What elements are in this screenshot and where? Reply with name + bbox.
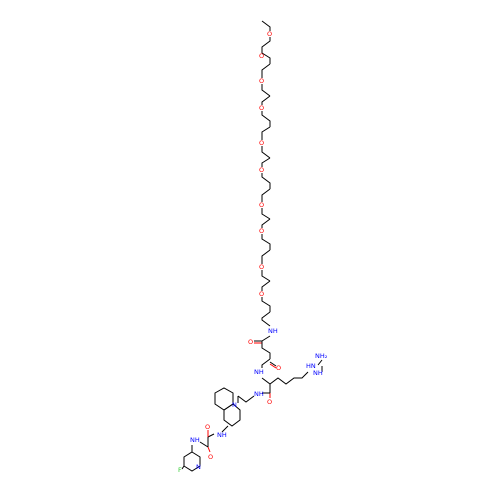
ether-oxygen-label: O [259,139,264,147]
arginine-sidechain: HN NH₂ NH [261,352,328,385]
ether-oxygen-label: O [259,52,264,60]
amide-nh-label: NH [254,368,264,376]
guanidine-nh2-label: NH₂ [315,352,328,360]
amide-nh-label: NH [254,390,264,398]
amide-nh-label: NH [268,327,278,335]
amide-linker: NH O O NH [248,327,281,376]
carbonyl-oxygen-label: O [208,453,213,461]
backbone-amide: O NH [237,384,272,406]
peg-chain [261,20,271,327]
fluorine-label: F [178,466,182,474]
oxalamide-linker: O O NH [190,423,215,461]
fluoropyridine-ring: N F [178,445,201,474]
ether-oxygen-label: O [267,30,272,38]
ether-oxygen-label: O [259,227,264,235]
ether-oxygen-label: O [259,166,264,174]
carbonyl-oxygen-label: O [205,423,210,431]
ether-oxygens: O O O O O O O O O O [259,30,272,298]
piperidine-n-label: N [232,401,237,409]
amide-nh-label: NH [190,436,200,444]
ether-oxygen-label: O [259,263,264,271]
carbonyl-oxygen-label: O [267,398,272,406]
ether-oxygen-label: O [259,77,264,85]
amide-nh-label: NH [217,431,227,439]
carbonyl-oxygen-label: O [276,364,281,372]
carbonyl-oxygen-label: O [248,338,253,346]
guanidine-hn-label: HN [306,362,316,370]
ether-oxygen-label: O [259,290,264,298]
pyridine-n-label: N [196,463,201,471]
guanidine-imine-label: NH [313,369,323,377]
ether-oxygen-label: O [259,201,264,209]
spiro-ring-system: N NH [214,387,241,439]
ether-oxygen-label: O [259,104,264,112]
